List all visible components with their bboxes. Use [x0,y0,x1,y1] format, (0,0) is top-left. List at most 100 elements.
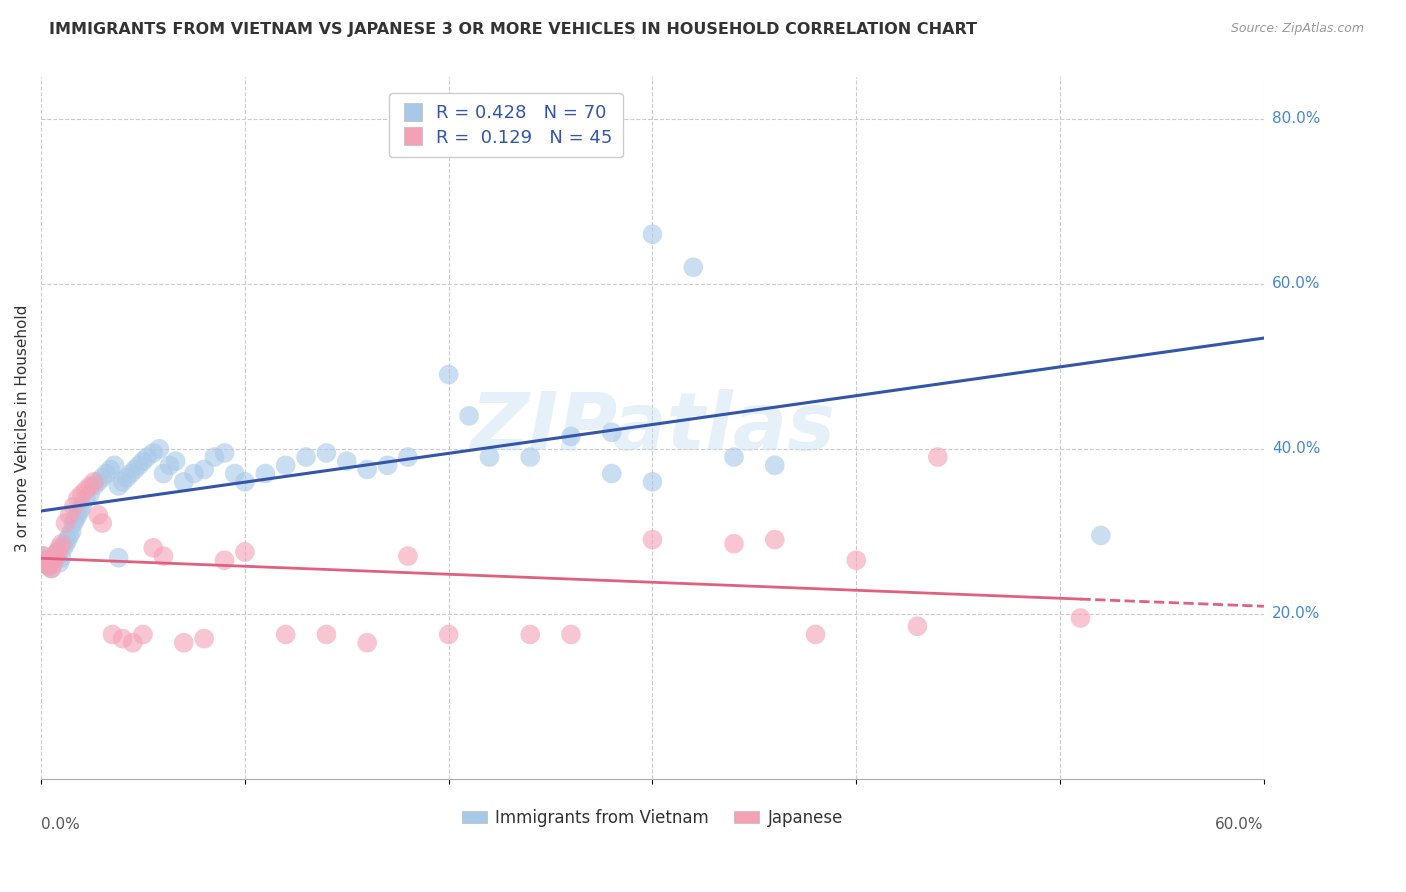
Point [132,454,155,468]
Point [39,561,62,575]
Point [763,458,786,473]
Point [100,462,122,476]
Point [42,556,65,570]
Point [682,260,704,275]
Point [193,632,215,646]
Point [152,467,174,481]
Point [845,553,868,567]
Point [641,227,664,242]
Point [274,458,297,473]
Point [224,467,246,481]
Point [641,475,664,489]
Point [560,429,582,443]
Point [39,561,62,575]
Point [79,487,101,501]
Point [111,632,134,646]
Point [254,467,277,481]
Point [59,528,82,542]
Point [107,550,129,565]
Point [478,450,501,464]
Point [519,627,541,641]
Point [560,627,582,641]
Point [315,446,337,460]
Point [437,368,460,382]
Legend: Immigrants from Vietnam, Japanese: Immigrants from Vietnam, Japanese [456,803,849,834]
Point [103,458,125,473]
Point [173,636,195,650]
Point [44,550,66,565]
Point [51,537,73,551]
Point [927,450,949,464]
Point [32,549,55,563]
Point [87,508,110,522]
Text: 60.0%: 60.0% [1215,817,1264,832]
Text: ZIPatlas: ZIPatlas [470,389,835,467]
Point [66,491,89,506]
Point [65,512,87,526]
Point [183,467,205,481]
Point [159,458,181,473]
Point [46,545,69,559]
Point [38,559,60,574]
Point [55,516,77,530]
Point [396,450,419,464]
Point [152,549,174,563]
Text: IMMIGRANTS FROM VIETNAM VS JAPANESE 3 OR MORE VEHICLES IN HOUSEHOLD CORRELATION : IMMIGRANTS FROM VIETNAM VS JAPANESE 3 OR… [49,22,977,37]
Point [59,508,82,522]
Point [202,450,225,464]
Point [142,446,165,460]
Point [315,627,337,641]
Text: 0.0%: 0.0% [41,817,80,832]
Point [214,446,236,460]
Point [128,458,150,473]
Point [173,475,195,489]
Text: 40.0%: 40.0% [1272,442,1320,457]
Point [233,475,256,489]
Point [136,450,159,464]
Point [34,553,56,567]
Point [142,541,165,555]
Point [62,516,84,530]
Point [101,627,124,641]
Point [69,504,91,518]
Point [48,556,70,570]
Text: 60.0%: 60.0% [1272,277,1320,292]
Point [70,487,93,501]
Point [458,409,481,423]
Point [907,619,929,633]
Point [437,627,460,641]
Point [356,462,378,476]
Point [121,636,143,650]
Point [124,462,146,476]
Point [34,553,56,567]
Point [79,479,101,493]
Point [233,545,256,559]
Point [723,537,745,551]
Point [165,454,187,468]
Point [38,559,60,574]
Y-axis label: 3 or more Vehicles in Household: 3 or more Vehicles in Household [15,304,30,552]
Point [75,483,97,497]
Point [52,541,75,555]
Point [75,491,97,506]
Point [87,475,110,489]
Point [120,467,142,481]
Point [336,454,359,468]
Point [1090,528,1112,542]
Point [37,558,59,572]
Text: 80.0%: 80.0% [1272,112,1320,126]
Point [148,442,170,456]
Point [111,475,134,489]
Point [763,533,786,547]
Point [1069,611,1091,625]
Point [62,500,84,514]
Point [804,627,827,641]
Point [83,479,105,493]
Point [66,508,89,522]
Point [193,462,215,476]
Point [723,450,745,464]
Point [132,627,155,641]
Point [83,475,105,489]
Point [600,425,623,440]
Point [274,627,297,641]
